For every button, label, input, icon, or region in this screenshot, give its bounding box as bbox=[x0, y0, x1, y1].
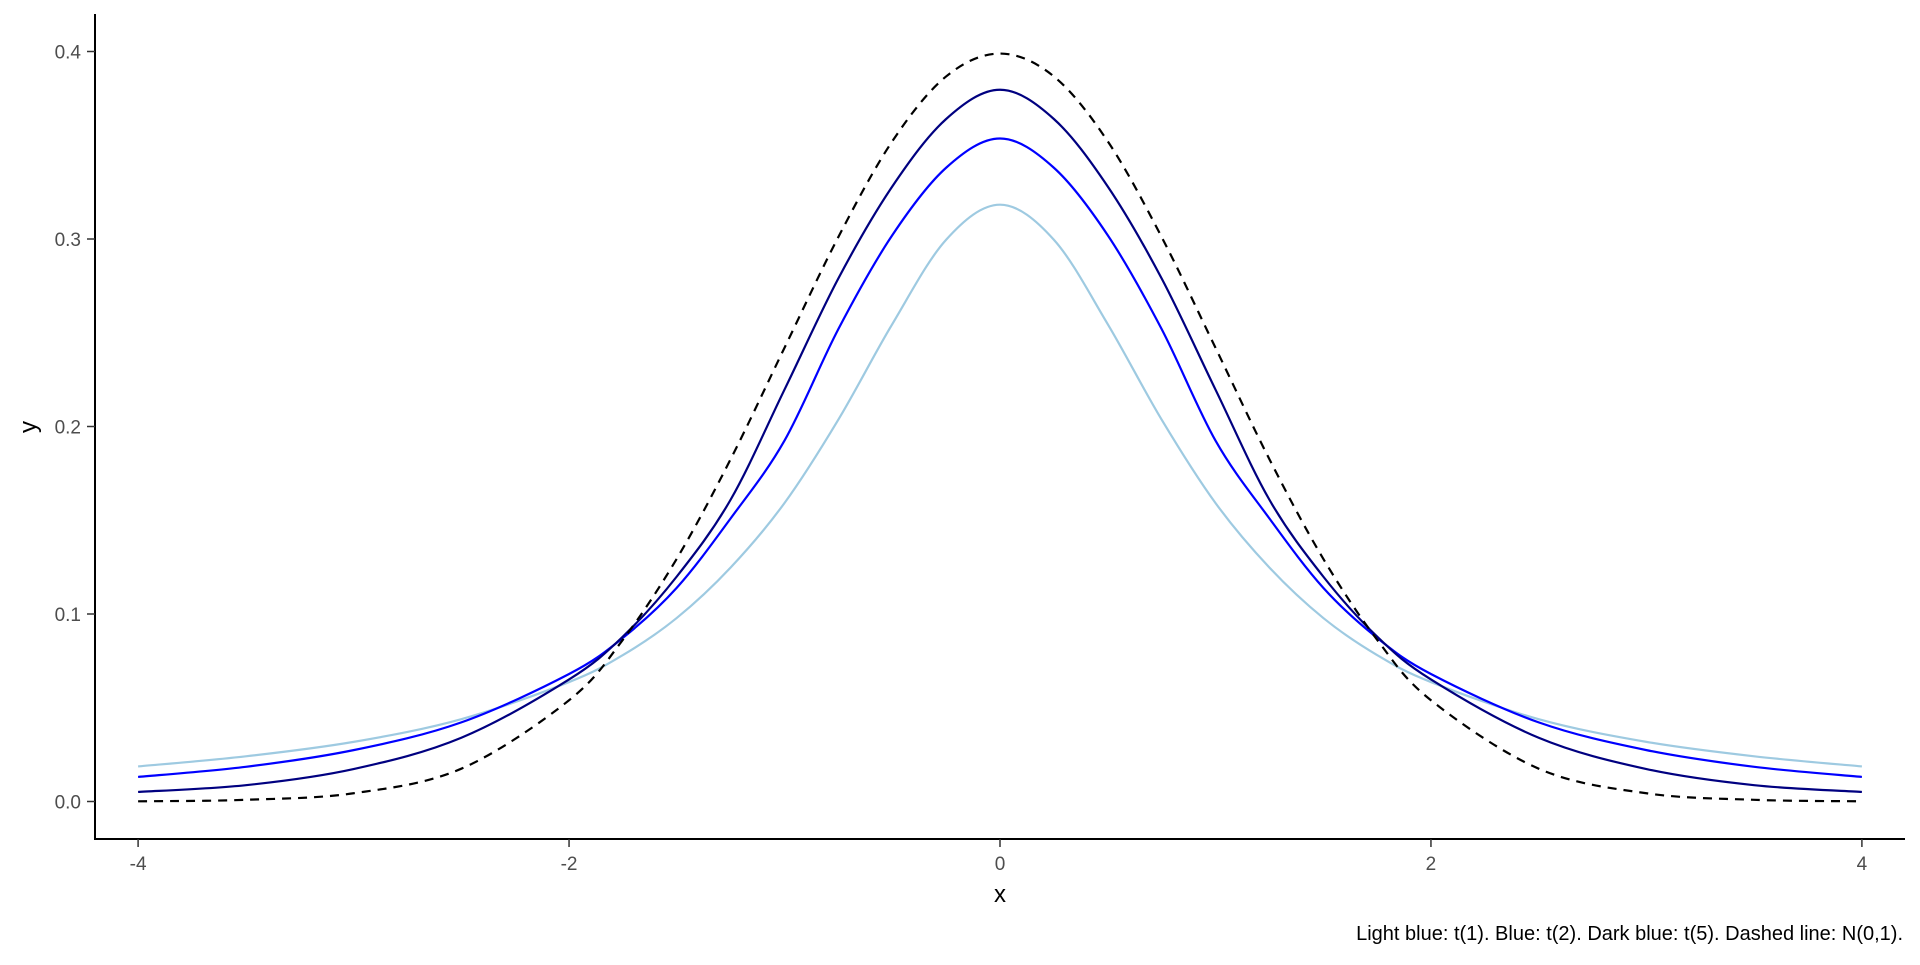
series-line-normal bbox=[138, 52, 1862, 803]
y-tick-label: 0.0 bbox=[55, 793, 81, 814]
series bbox=[137, 52, 1863, 803]
ticks: -4 -2 0 2 4 0.0 0.1 0.2 0.3 0.4 bbox=[55, 43, 1868, 876]
x-tick-label: -4 bbox=[130, 854, 147, 875]
y-axis-title: y bbox=[15, 421, 42, 433]
y-tick-label: 0.3 bbox=[55, 230, 81, 251]
x-tick-label: 2 bbox=[1426, 854, 1437, 875]
y-tick-label: 0.1 bbox=[55, 605, 81, 626]
x-tick-label: 4 bbox=[1857, 854, 1868, 875]
x-tick-label: -2 bbox=[561, 854, 578, 875]
x-tick-label: 0 bbox=[995, 854, 1006, 875]
y-tick-label: 0.2 bbox=[55, 418, 81, 439]
series-line-t1 bbox=[137, 203, 1863, 768]
x-axis-title: x bbox=[994, 881, 1006, 908]
series-line-t5 bbox=[138, 88, 1862, 794]
series-line-t2 bbox=[137, 137, 1863, 779]
y-tick-label: 0.4 bbox=[55, 43, 82, 64]
chart-caption: Light blue: t(1). Blue: t(2). Dark blue:… bbox=[1356, 923, 1903, 945]
